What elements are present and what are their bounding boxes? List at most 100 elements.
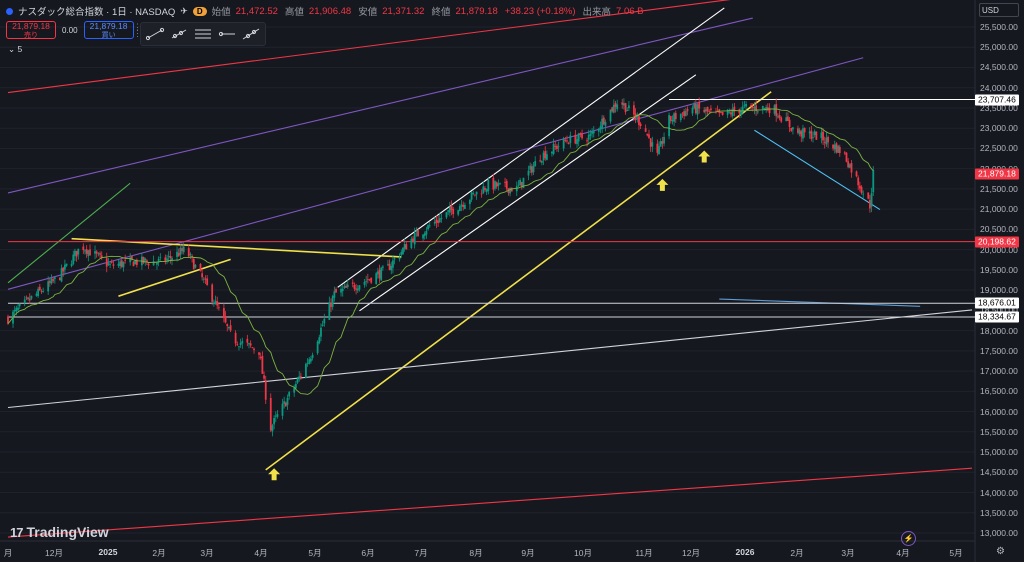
- candle-body: [393, 258, 396, 260]
- candle-body: [246, 338, 249, 343]
- y-tick-label: 23,000.00: [980, 123, 1018, 134]
- candle-body: [519, 180, 522, 186]
- candle-body: [730, 112, 732, 115]
- buy-label: 買い: [101, 32, 116, 39]
- candle-body: [299, 375, 302, 377]
- candle-body: [15, 307, 18, 312]
- price-tag: 18,676.01: [975, 297, 1019, 309]
- candle-body: [17, 307, 19, 311]
- candle-body: [381, 266, 384, 268]
- ray-tool-icon[interactable]: [169, 27, 189, 41]
- candle-body: [587, 134, 590, 140]
- settings-gear-icon[interactable]: ⚙: [996, 546, 1005, 557]
- candle-body: [552, 143, 555, 154]
- drag-handle-icon[interactable]: ⋮ ⋮: [133, 22, 142, 38]
- legend-header: ナスダック総合指数 · 1日 · NASDAQ ✈ D 始値 21,472.52 …: [6, 3, 646, 19]
- candle-body: [192, 259, 195, 270]
- candle-body: [363, 281, 366, 285]
- candle-body: [119, 261, 122, 267]
- candle-body: [95, 251, 98, 254]
- candle-body: [187, 248, 190, 257]
- candle-body: [703, 109, 706, 113]
- candle-body: [144, 258, 147, 261]
- candle-body: [330, 303, 332, 308]
- trendline: [118, 258, 231, 297]
- candle-body: [658, 146, 660, 155]
- candle-body: [740, 110, 742, 115]
- layers-toggle[interactable]: ⌄ 5: [8, 44, 22, 55]
- x-tick-label: 11月: [635, 548, 653, 558]
- buy-button[interactable]: 21,879.18 買い: [83, 21, 134, 39]
- candle-body: [105, 258, 108, 267]
- candle-body: [562, 138, 565, 149]
- channel-tool-icon[interactable]: [193, 27, 213, 41]
- candle-body: [323, 318, 326, 324]
- trendline: [7, 182, 131, 284]
- candle-body: [843, 152, 846, 154]
- tradingview-brand[interactable]: 17 TradingView: [10, 524, 109, 540]
- alert-icon[interactable]: ✈: [180, 5, 188, 16]
- symbol-logo-icon: [6, 7, 13, 15]
- candle-body: [62, 267, 65, 272]
- symbol-title[interactable]: ナスダック総合指数 · 1日 · NASDAQ: [18, 7, 176, 18]
- candle-body: [482, 186, 485, 194]
- extended-line-tool-icon[interactable]: [241, 27, 261, 41]
- trendline-tool-icon[interactable]: [145, 27, 165, 41]
- candle-body: [710, 108, 712, 110]
- candle-body: [602, 117, 605, 125]
- candle-body: [802, 128, 804, 139]
- candle-body: [134, 260, 137, 265]
- moving-average-line: [7, 108, 874, 395]
- lightning-icon[interactable]: ⚡: [901, 531, 916, 546]
- x-tick-label: 4月: [254, 548, 268, 558]
- candle-body: [460, 204, 463, 207]
- candle-body: [812, 136, 814, 138]
- candle-body: [40, 291, 43, 293]
- candle-body: [872, 169, 875, 193]
- candle-body: [18, 303, 21, 307]
- sell-label: 売り: [24, 32, 38, 39]
- candle-body: [89, 249, 91, 256]
- candle-body: [766, 107, 769, 111]
- sell-button[interactable]: 21,879.18 売り: [6, 21, 56, 39]
- candle-body: [462, 204, 465, 207]
- candle-body: [862, 193, 865, 195]
- candle-body: [294, 383, 297, 389]
- candle-body: [554, 146, 557, 148]
- candle-body: [579, 132, 582, 135]
- candle-body: [773, 105, 776, 114]
- candle-body: [415, 231, 418, 233]
- candle-body: [644, 128, 647, 132]
- candle-body: [542, 152, 545, 161]
- candle-body: [716, 110, 719, 112]
- chevron-down-icon: ⌄: [8, 44, 16, 54]
- candle-body: [194, 264, 197, 268]
- trendline: [7, 17, 753, 194]
- candle-body: [649, 138, 652, 147]
- candle-body: [815, 131, 818, 140]
- y-tick-label: 16,500.00: [980, 386, 1018, 397]
- candle-body: [544, 151, 547, 159]
- candle-body: [166, 258, 168, 261]
- horizontal-ray-tool-icon[interactable]: [217, 27, 237, 41]
- currency-select[interactable]: USD: [979, 3, 1019, 17]
- candle-body: [340, 288, 342, 293]
- candle-body: [694, 103, 697, 114]
- open-value: 21,472.52: [235, 5, 278, 17]
- candle-body: [798, 129, 801, 135]
- candle-body: [569, 135, 572, 143]
- change-value: +38.23 (+0.18%): [504, 5, 576, 17]
- y-tick-label: 21,000.00: [980, 204, 1018, 215]
- candle-body: [58, 277, 61, 281]
- candle-body: [328, 302, 331, 320]
- y-tick-label: 14,500.00: [980, 467, 1018, 478]
- y-tick-label: 24,500.00: [980, 62, 1018, 73]
- y-tick-label: 19,500.00: [980, 264, 1018, 275]
- candle-body: [346, 284, 349, 288]
- candle-body: [100, 255, 103, 258]
- candle-body: [509, 188, 511, 194]
- candle-body: [214, 300, 217, 305]
- candle-body: [276, 414, 279, 417]
- candle-body: [857, 177, 860, 186]
